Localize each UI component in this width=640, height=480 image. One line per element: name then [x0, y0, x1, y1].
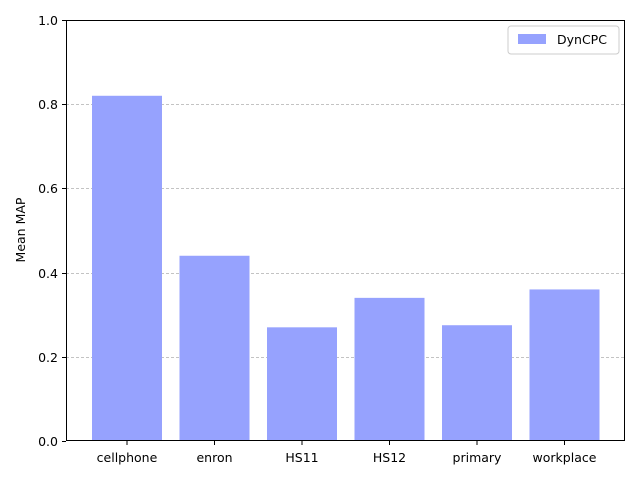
y-axis: 0.0 0.2 0.4 0.6 0.8 1.0: [38, 13, 66, 449]
x-tick-label-cellphone: cellphone: [97, 450, 158, 465]
x-tick-label-hs12: HS12: [373, 450, 406, 465]
y-tick-label: 0.0: [38, 434, 58, 449]
legend-swatch: [518, 34, 546, 44]
x-tick-label-hs11: HS11: [285, 450, 318, 465]
bars-group: [92, 95, 600, 441]
x-tick-label-workplace: workplace: [533, 450, 597, 465]
y-tick-label: 0.8: [38, 97, 58, 112]
y-tick-label: 0.4: [38, 266, 58, 281]
x-tick-label-enron: enron: [196, 450, 232, 465]
legend: DynCPC: [507, 25, 620, 55]
y-axis-label: Mean MAP: [13, 197, 28, 262]
x-axis: cellphone enron HS11 HS12 primary workplace: [97, 441, 597, 465]
y-tick-label: 1.0: [38, 13, 58, 28]
bar-hs11: [267, 327, 337, 441]
y-tick-label: 0.6: [38, 181, 58, 196]
plot-frame: [66, 20, 625, 441]
bar-hs12: [354, 297, 425, 441]
x-tick-label-primary: primary: [453, 450, 503, 465]
legend-box: [507, 25, 620, 55]
legend-label-dyncpc: DynCPC: [557, 32, 607, 47]
y-tick-label: 0.2: [38, 350, 58, 365]
bar-enron: [179, 255, 250, 441]
bar-primary: [442, 325, 512, 441]
bar-cellphone: [92, 95, 162, 441]
bar-workplace: [529, 289, 600, 441]
